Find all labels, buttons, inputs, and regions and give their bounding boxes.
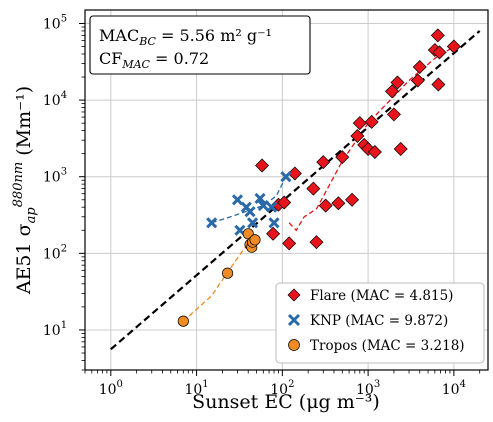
- legend-knp-marker: [287, 313, 301, 327]
- data-point-flare: [364, 114, 379, 129]
- data-point-flare: [350, 129, 365, 143]
- data-point-flare: [287, 166, 302, 181]
- annotation-box: MACBC = 5.56 m² g⁻¹ CFMAC = 0.72: [89, 15, 311, 75]
- legend-flare-marker: [287, 288, 301, 302]
- mac-bc-text: MACBC = 5.56 m² g⁻¹: [99, 26, 272, 48]
- data-point-flare: [390, 75, 405, 90]
- data-point-flare: [385, 84, 400, 99]
- data-point-flare: [432, 45, 447, 60]
- data-point-knp: [257, 200, 269, 212]
- x-axis-label: Sunset EC (μg m⁻³): [192, 391, 380, 413]
- legend-flare-label: Flare (MAC = 4.815): [310, 288, 453, 304]
- y-tick-label: 104: [43, 90, 67, 109]
- data-point-flare: [367, 145, 382, 160]
- y-tick-label: 101: [43, 320, 67, 339]
- reference-line: [110, 30, 481, 351]
- data-points: [177, 28, 461, 327]
- data-point-flare: [266, 226, 281, 241]
- data-point-knp: [231, 194, 244, 206]
- data-point-knp: [280, 171, 292, 183]
- data-point-flare: [335, 150, 350, 165]
- y-tick-label: 105: [43, 13, 67, 32]
- data-point-flare: [316, 155, 331, 170]
- data-point-knp: [244, 206, 256, 218]
- legend-tropos-marker: [288, 339, 300, 351]
- data-point-flare: [306, 181, 321, 196]
- data-point-knp: [268, 217, 280, 229]
- legend-tropos-label: Tropos (MAC = 3.218): [310, 338, 465, 354]
- data-point-tropos: [222, 267, 234, 279]
- data-point-flare: [412, 60, 427, 75]
- data-point-flare: [431, 77, 446, 92]
- x-tick-label: 104: [442, 379, 466, 398]
- data-point-flare: [393, 142, 408, 156]
- data-point-flare: [255, 158, 270, 173]
- data-point-flare: [318, 198, 333, 213]
- x-tick-label: 100: [99, 379, 123, 398]
- data-point-knp: [206, 217, 218, 229]
- data-point-flare: [331, 196, 346, 211]
- data-point-knp: [254, 192, 266, 205]
- data-point-tropos: [249, 234, 261, 246]
- legend-item-tropos: Tropos (MAC = 3.218): [288, 338, 465, 354]
- data-point-flare: [352, 116, 367, 131]
- data-point-flare: [446, 39, 461, 54]
- data-point-flare: [430, 28, 445, 43]
- data-point-flare: [410, 73, 425, 88]
- legend-item-flare: Flare (MAC = 4.815): [287, 288, 453, 304]
- data-point-knp: [247, 217, 259, 229]
- data-point-flare: [282, 236, 297, 251]
- cf-mac-text: CFMAC = 0.72: [99, 49, 209, 71]
- data-point-flare: [277, 195, 292, 210]
- data-point-tropos: [177, 315, 189, 327]
- y-tick-label: 102: [43, 243, 67, 262]
- data-point-knp: [266, 201, 278, 213]
- legend: Flare (MAC = 4.815) KNP (MAC = 9.872) Tr…: [275, 282, 485, 364]
- y-tick-label: 103: [43, 167, 67, 186]
- legend-item-knp: KNP (MAC = 9.872): [287, 313, 448, 329]
- y-axis-label: AE51 σap880nm(Mm⁻¹): [11, 86, 39, 295]
- plot-frame: [84, 9, 489, 371]
- data-point-flare: [345, 192, 360, 207]
- data-point-flare: [309, 235, 324, 250]
- fit-line-series-1: [211, 176, 287, 224]
- data-point-flare: [386, 107, 401, 122]
- legend-knp-label: KNP (MAC = 9.872): [310, 313, 448, 329]
